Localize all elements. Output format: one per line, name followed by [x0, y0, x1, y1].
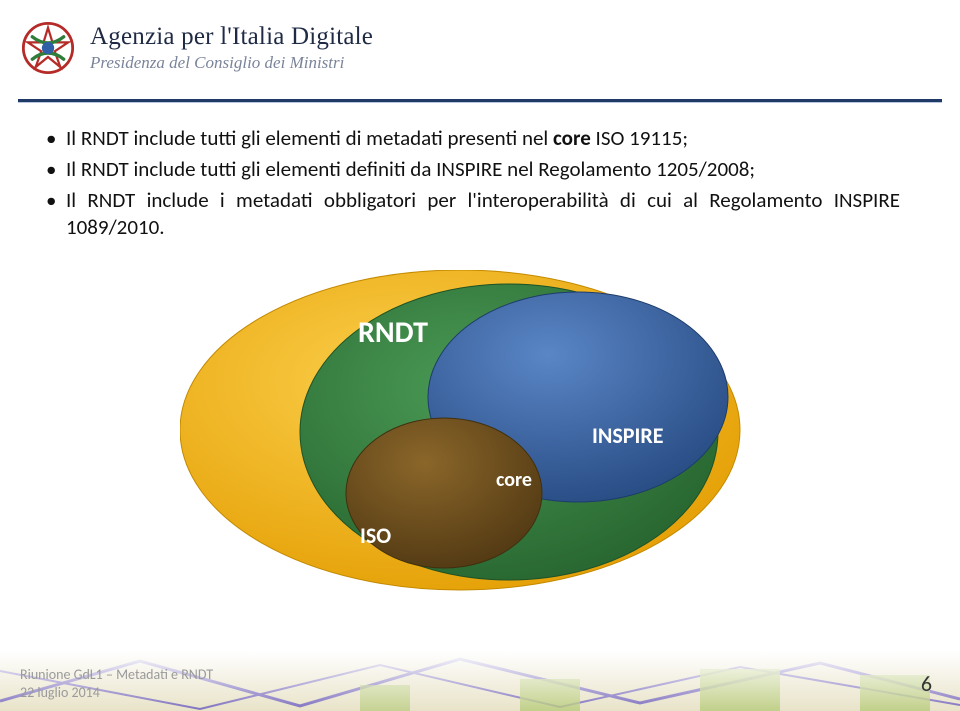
header: Agenzia per l'Italia Digitale Presidenza…: [0, 0, 960, 95]
bullet-item: Il RNDT include tutti gli elementi di me…: [40, 125, 900, 152]
bullet-item: Il RNDT include i metadati obbligatori p…: [40, 187, 900, 241]
venn-label-inspire: INSPIRE: [592, 422, 663, 449]
venn-label-core: core: [496, 468, 532, 492]
divider-bar: [18, 99, 942, 102]
bullet-item: Il RNDT include tutti gli elementi defin…: [40, 156, 900, 183]
venn-svg: [180, 270, 780, 610]
bullet-text-suffix: ISO 19115;: [591, 125, 688, 151]
footer-line2: 22 luglio 2014: [20, 684, 213, 702]
italy-emblem-icon: [20, 20, 76, 76]
bullet-list: Il RNDT include tutti gli elementi di me…: [40, 125, 900, 245]
footer-line1: Riunione GdL1 – Metadati e RNDT: [20, 666, 213, 684]
venn-diagram: RNDT INSPIRE core ISO: [180, 270, 780, 610]
agency-title: Agenzia per l'Italia Digitale: [90, 23, 373, 51]
header-text: Agenzia per l'Italia Digitale Presidenza…: [90, 23, 373, 73]
bullet-text-prefix: Il RNDT include i metadati obbligatori p…: [66, 187, 900, 240]
bullet-text-prefix: Il RNDT include tutti gli elementi defin…: [66, 156, 755, 182]
agency-subtitle: Presidenza del Consiglio dei Ministri: [90, 53, 373, 73]
header-divider: [0, 95, 960, 105]
bullet-text-bold: core: [553, 125, 591, 151]
footer-text: Riunione GdL1 – Metadati e RNDT 22 lugli…: [20, 666, 213, 701]
bullet-text-prefix: Il RNDT include tutti gli elementi di me…: [66, 125, 553, 151]
venn-label-iso: ISO: [360, 522, 391, 549]
page-number: 6: [921, 670, 932, 697]
venn-label-rndt: RNDT: [358, 314, 428, 351]
